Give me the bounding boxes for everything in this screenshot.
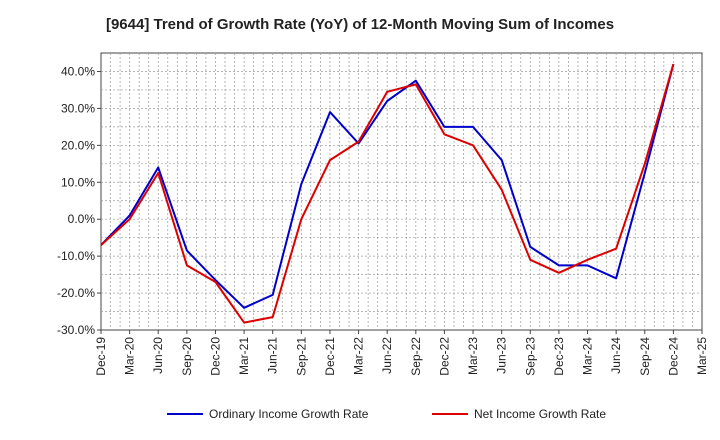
x-tick-label: Mar-20 (123, 337, 137, 375)
x-tick-label: Jun-24 (609, 337, 623, 374)
x-tick-label: Mar-21 (237, 337, 251, 375)
x-tick-label: Sep-22 (409, 337, 423, 376)
x-tick-label: Mar-25 (695, 337, 709, 375)
x-axis: Dec-19 Mar-20 Jun-20 Sep-20 Dec-20 Mar-21 Jun-… (94, 330, 709, 376)
legend: Ordinary Income Growth Rate Net Income G… (167, 407, 606, 421)
y-tick-label: -20.0% (57, 286, 95, 300)
x-tick-label: Sep-21 (294, 337, 308, 376)
x-tick-label: Dec-19 (94, 337, 108, 376)
y-tick-label: 30.0% (61, 101, 95, 115)
x-tick-label: Dec-23 (552, 337, 566, 376)
x-tick-label: Jun-23 (495, 337, 509, 374)
y-axis: 40.0% 30.0% 20.0% 10.0% 0.0% -10.0% -20.0% -30.… (57, 64, 101, 337)
y-tick-label: -10.0% (57, 249, 95, 263)
y-tick-label: 10.0% (61, 175, 95, 189)
series-layer (100, 63, 675, 324)
x-tick-label: Sep-24 (638, 337, 652, 376)
legend-label-ordinary-income: Ordinary Income Growth Rate (209, 407, 369, 421)
y-tick-label: 20.0% (61, 138, 95, 152)
x-tick-label: Dec-24 (666, 337, 680, 376)
x-tick-label: Jun-22 (380, 337, 394, 374)
plot-area (100, 52, 703, 331)
chart-title: [9644] Trend of Growth Rate (YoY) of 12-… (105, 16, 615, 33)
x-tick-label: Dec-20 (208, 337, 222, 376)
x-tick-label: Jun-20 (151, 337, 165, 374)
y-tick-label: 40.0% (61, 64, 95, 78)
y-tick-label: 0.0% (68, 212, 96, 226)
x-tick-label: Jun-21 (266, 337, 280, 374)
x-tick-label: Mar-23 (466, 337, 480, 375)
series-line-ordinary-income (100, 63, 675, 309)
x-tick-label: Dec-22 (437, 337, 451, 376)
x-tick-label: Sep-23 (523, 337, 537, 376)
x-tick-label: Mar-22 (352, 337, 366, 375)
legend-label-net-income: Net Income Growth Rate (474, 407, 606, 421)
grid-layer (101, 53, 702, 330)
y-tick-label: -30.0% (57, 323, 95, 337)
x-tick-label: Sep-20 (180, 337, 194, 376)
x-tick-label: Mar-24 (581, 337, 595, 375)
series-line-net-income (100, 63, 675, 324)
x-tick-label: Dec-21 (323, 337, 337, 376)
